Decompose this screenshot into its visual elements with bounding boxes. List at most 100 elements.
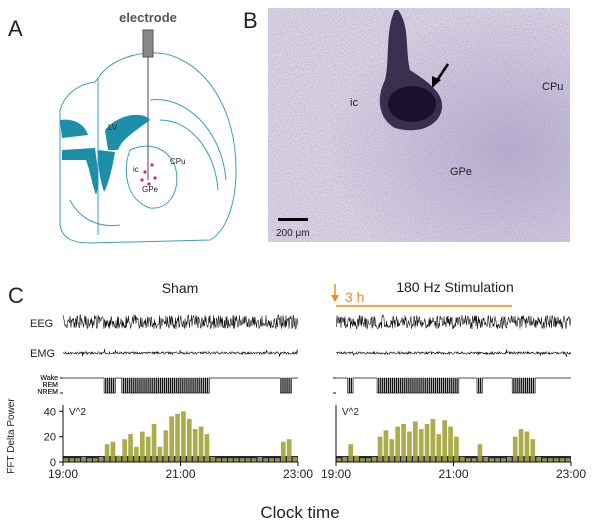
y-tick-label: 0 <box>50 457 56 469</box>
electrode-body <box>142 29 154 58</box>
panel-label: B <box>243 8 258 33</box>
unit-label: V^2 <box>342 407 359 418</box>
bar <box>471 458 477 462</box>
bar <box>430 418 436 462</box>
bar <box>210 456 216 462</box>
trace-label: EEG <box>30 318 53 330</box>
region-label: CPu <box>170 157 186 166</box>
hypnogram-label: REM <box>42 382 58 389</box>
bar <box>239 458 245 462</box>
y-tick-label: 20 <box>44 432 56 444</box>
bar <box>81 456 86 462</box>
bar <box>233 458 239 462</box>
bar <box>269 458 274 462</box>
bar <box>275 458 280 462</box>
bar <box>448 426 453 462</box>
region-label: GPe <box>142 185 159 194</box>
bar <box>204 434 210 462</box>
bar <box>348 444 354 462</box>
unit-label: V^2 <box>69 407 86 418</box>
bar <box>536 456 542 462</box>
baseline-band <box>63 456 298 462</box>
bar <box>371 456 377 462</box>
bar <box>383 430 389 462</box>
x-tick-label: 21:00 <box>165 467 195 481</box>
x-tick-label: 23:00 <box>283 467 313 481</box>
bar <box>553 458 559 462</box>
condition-title: Sham <box>162 280 199 296</box>
bar <box>524 431 530 462</box>
hypnogram <box>336 377 571 394</box>
eeg-trace <box>62 314 299 330</box>
hypnogram-label: NREM <box>37 389 58 396</box>
bar <box>483 456 489 462</box>
delay-label: 3 h <box>345 289 364 305</box>
panel-label: A <box>8 16 23 41</box>
region-label: ic <box>350 97 358 109</box>
bar <box>75 458 81 462</box>
bar <box>139 431 145 462</box>
bar <box>186 418 192 462</box>
bar <box>286 439 292 462</box>
bar <box>245 458 251 462</box>
scale-bar-label: 200 μm <box>276 228 310 239</box>
hypnogram-label: Wake <box>40 375 58 382</box>
bar <box>257 456 263 462</box>
emg-trace <box>62 349 299 357</box>
bar <box>192 429 198 462</box>
bar <box>424 424 430 462</box>
bar <box>565 458 571 462</box>
bar <box>122 439 128 462</box>
bar <box>465 458 471 462</box>
electrode-label: electrode <box>119 10 177 25</box>
bar <box>63 458 69 462</box>
region-label: LV <box>108 123 118 132</box>
bar <box>459 456 465 462</box>
region-label: ic <box>133 165 139 174</box>
bar <box>110 441 116 462</box>
region-label: GPe <box>450 166 472 178</box>
bar <box>401 424 406 462</box>
y-axis-title: FFT Delta Power <box>6 398 17 474</box>
bar <box>354 455 359 462</box>
brain-section <box>59 52 237 244</box>
bar <box>418 429 424 462</box>
bar <box>395 426 401 462</box>
bar <box>222 458 227 462</box>
stim-arrow-head <box>331 295 339 302</box>
emg-trace <box>335 349 572 357</box>
bar <box>116 455 122 462</box>
bar <box>442 420 448 462</box>
hypnogram <box>63 377 298 394</box>
hypnogram-label: Wake <box>40 375 58 382</box>
bar <box>228 458 233 462</box>
bar <box>87 458 92 462</box>
bar <box>151 424 157 462</box>
bar <box>501 458 506 462</box>
bar <box>477 444 483 462</box>
ventricles <box>60 114 150 195</box>
bar <box>251 458 257 462</box>
bar <box>542 458 547 462</box>
bar <box>365 458 371 462</box>
bar <box>518 429 524 462</box>
bar <box>280 441 286 462</box>
bar <box>342 456 348 462</box>
bar <box>128 434 133 462</box>
bar <box>548 458 553 462</box>
x-tick-label: 19:00 <box>321 467 351 481</box>
y-tick-label: 40 <box>44 406 56 418</box>
bar <box>263 458 269 462</box>
x-tick-label: 23:00 <box>556 467 586 481</box>
eeg-trace <box>335 314 572 330</box>
bar <box>412 421 418 462</box>
bar <box>436 434 442 462</box>
bar <box>157 446 163 462</box>
region-label: CPu <box>542 81 563 93</box>
bar <box>69 458 75 462</box>
bar <box>495 458 500 462</box>
bar <box>216 458 222 462</box>
bar <box>175 413 180 462</box>
hypnogram-label: REM <box>42 382 58 389</box>
